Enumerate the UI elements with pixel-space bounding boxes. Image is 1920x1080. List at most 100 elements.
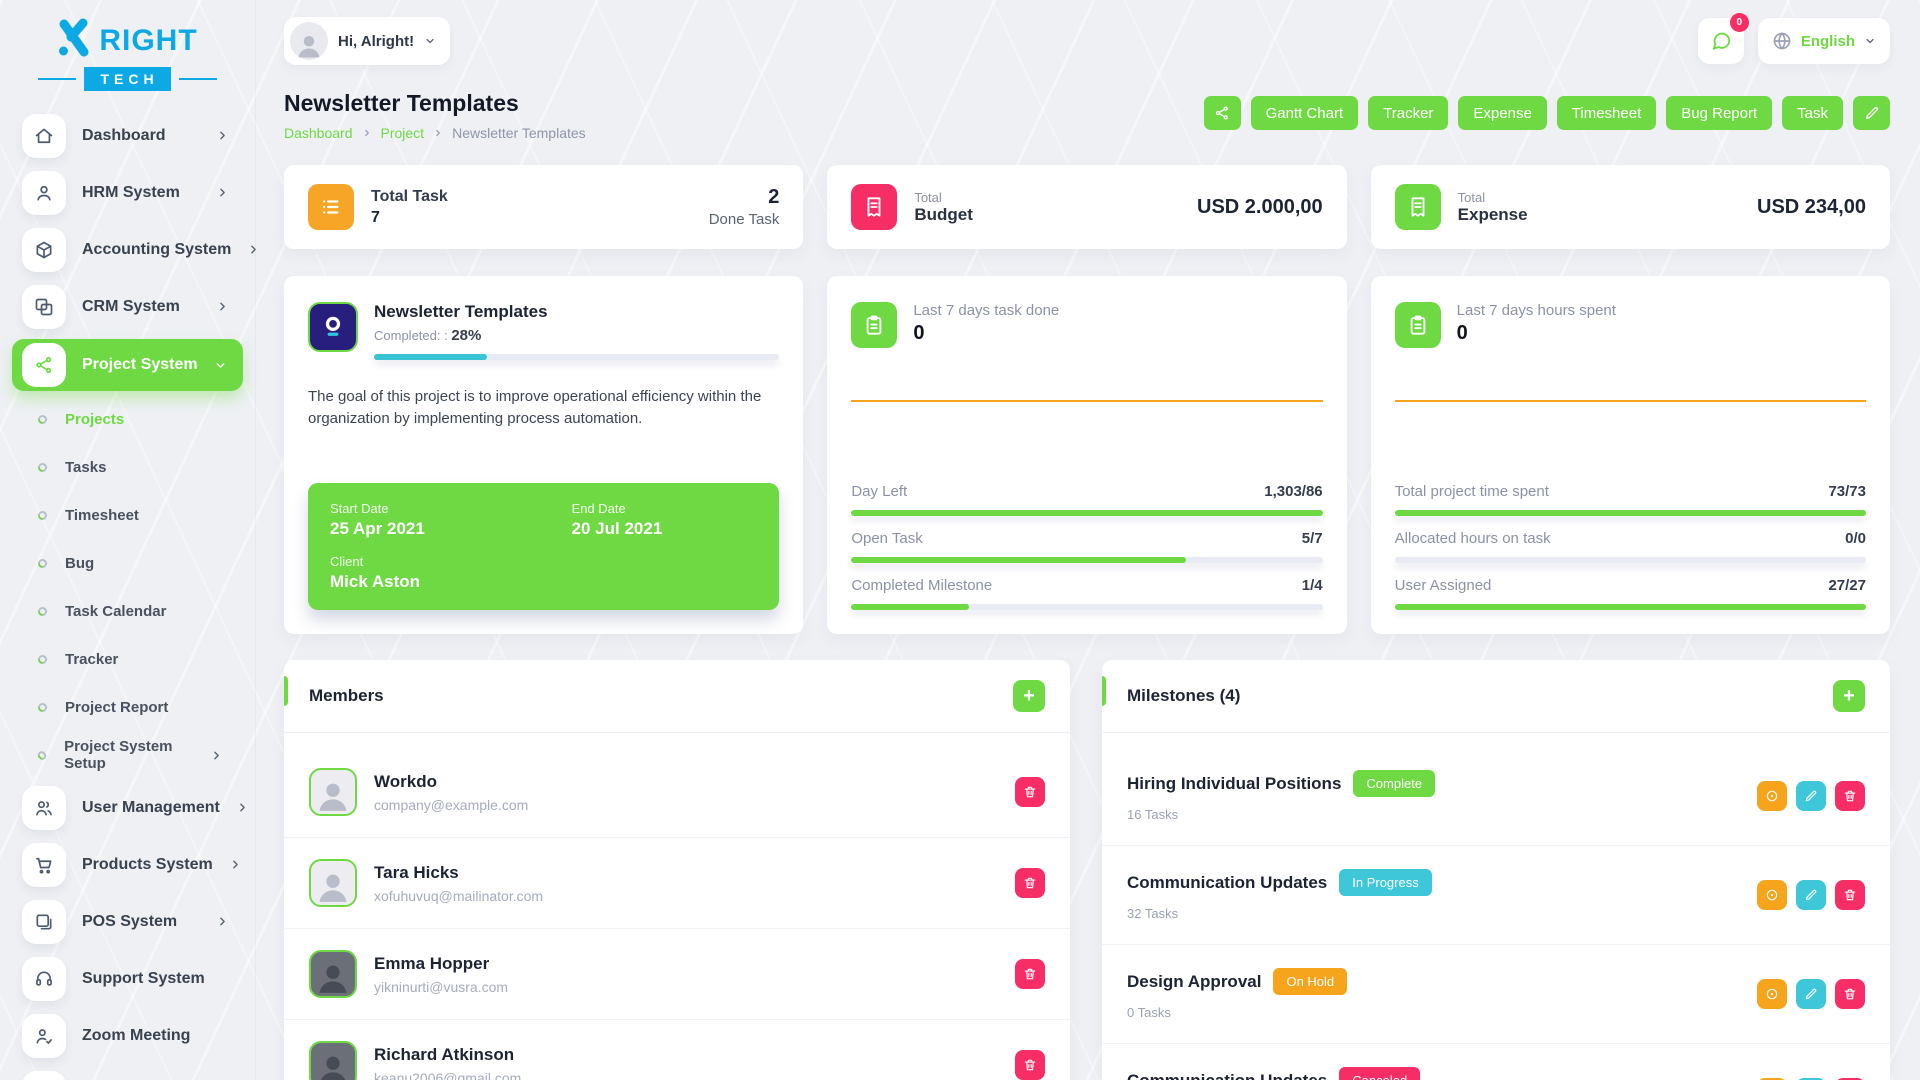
progress-label: Total project time spent: [1394, 483, 1549, 500]
total-task-card: Total Task 7 2 Done Task: [284, 165, 804, 249]
sidebar-item-zoom-meeting[interactable]: Zoom Meeting: [0, 1007, 255, 1064]
view-milestone-button[interactable]: [1757, 1078, 1787, 1080]
bug-report-button[interactable]: Bug Report: [1666, 96, 1773, 130]
milestone-actions: [1757, 781, 1865, 811]
sidebar-menu: Dashboard HRM System Accounting System C…: [0, 107, 257, 1080]
breadcrumb-project[interactable]: Project: [380, 125, 425, 141]
progress-row: Day Left 1,303/86: [851, 483, 1323, 516]
page-actions: Gantt Chart Tracker Expense Timesheet Bu…: [1203, 96, 1890, 130]
done-task-label: Done Task: [708, 211, 780, 228]
task-button[interactable]: Task: [1782, 96, 1843, 130]
sidebar-item-dashboard[interactable]: Dashboard: [0, 107, 255, 164]
project-head: Newsletter Templates Completed: : 28%: [308, 302, 780, 360]
view-milestone-button[interactable]: [1757, 979, 1787, 1009]
share-button[interactable]: [1203, 96, 1241, 130]
delete-member-button[interactable]: [1015, 959, 1045, 989]
view-milestone-button[interactable]: [1757, 880, 1787, 910]
sidebar-subitem-label: Projects: [65, 410, 125, 428]
sidebar-item-accounting-system[interactable]: Accounting System: [0, 221, 257, 278]
bottom-row: Members + Workdo company@example.com: [284, 660, 1890, 1080]
member-avatar: [309, 1041, 357, 1080]
edit-milestone-button[interactable]: [1796, 781, 1826, 811]
project-dates-panel: Start Date 25 Apr 2021 End Date 20 Jul 2…: [308, 483, 780, 610]
member-row: Emma Hopper yikninurti@vusra.com: [284, 929, 1070, 1020]
sidebar-item-messenger[interactable]: Messenger: [0, 1064, 255, 1080]
budget-label: Budget: [914, 204, 973, 224]
delete-milestone-button[interactable]: [1835, 880, 1865, 910]
topbar-right: 0 English: [1697, 13, 1890, 64]
user-menu[interactable]: Hi, Alright!: [284, 17, 451, 65]
sidebar-item-project-system[interactable]: Project System: [12, 339, 243, 391]
page-header-left: Newsletter Templates Dashboard Project N…: [284, 90, 586, 141]
end-date-value: 20 Jul 2021: [571, 519, 663, 538]
brand-logo[interactable]: RIGHT: [0, 18, 255, 63]
sidebar-subitem-task-calendar[interactable]: Task Calendar: [0, 587, 255, 635]
sidebar-subitem-tracker[interactable]: Tracker: [0, 635, 255, 683]
topbar: Hi, Alright! 0 English: [284, 12, 1890, 70]
bullet-icon: [36, 700, 49, 714]
sidebar-subitem-bug[interactable]: Bug: [0, 539, 255, 587]
sidebar-item-label: Products System: [82, 855, 213, 873]
sidebar-subitem-project-system-setup[interactable]: Project System Setup: [0, 731, 255, 779]
total-expense-info: Total Expense: [1458, 190, 1528, 225]
progress-row: Open Task 5/7: [851, 530, 1323, 563]
timesheet-button[interactable]: Timesheet: [1556, 96, 1657, 130]
sidebar-subitem-project-report[interactable]: Project Report: [0, 683, 255, 731]
language-label: English: [1800, 32, 1855, 50]
stats-row: Total Task 7 2 Done Task Total Budget US…: [284, 165, 1890, 249]
sidebar-item-crm-system[interactable]: CRM System: [0, 278, 255, 335]
project-title: Newsletter Templates: [374, 302, 548, 321]
edit-milestone-button[interactable]: [1796, 880, 1826, 910]
headset-icon: [22, 956, 66, 1001]
gantt-chart-button[interactable]: Gantt Chart: [1250, 96, 1359, 130]
delete-milestone-button[interactable]: [1835, 1078, 1865, 1080]
layers-icon: [22, 284, 66, 329]
expense-button[interactable]: Expense: [1458, 96, 1547, 130]
chevron-right-icon: [216, 129, 229, 142]
tracker-button[interactable]: Tracker: [1368, 96, 1449, 130]
delete-milestone-button[interactable]: [1835, 781, 1865, 811]
bullet-icon: [36, 652, 49, 666]
task-list-icon: [308, 184, 354, 230]
edit-project-button[interactable]: [1853, 96, 1890, 130]
progress-row: Total project time spent 73/73: [1394, 483, 1866, 516]
bullet-icon: [36, 604, 49, 618]
member-name: Tara Hicks: [374, 862, 459, 882]
breadcrumb-dashboard[interactable]: Dashboard: [284, 125, 353, 141]
breadcrumb: Dashboard Project Newsletter Templates: [284, 125, 586, 141]
sidebar-item-support-system[interactable]: Support System: [0, 950, 255, 1007]
invoice-icon: [1394, 184, 1441, 230]
messages-button[interactable]: 0: [1697, 13, 1749, 64]
sidebar-subitem-timesheet[interactable]: Timesheet: [0, 491, 255, 539]
sidebar-item-label: Support System: [82, 969, 205, 987]
sidebar-item-products-system[interactable]: Products System: [0, 836, 255, 893]
cart-icon: [22, 842, 66, 887]
bullet-icon: [36, 508, 49, 522]
sidebar-subitem-projects[interactable]: Projects: [0, 395, 255, 443]
language-selector[interactable]: English: [1757, 18, 1890, 64]
add-member-button[interactable]: +: [1013, 680, 1045, 712]
delete-member-button[interactable]: [1015, 1050, 1045, 1080]
sidebar-item-pos-system[interactable]: POS System: [0, 893, 255, 950]
delete-member-button[interactable]: [1015, 777, 1045, 807]
sidebar-subitem-tasks[interactable]: Tasks: [0, 443, 255, 491]
completed-progress-track: [374, 354, 780, 360]
delete-milestone-button[interactable]: [1835, 979, 1865, 1009]
sidebar-item-user-management[interactable]: User Management: [0, 779, 255, 836]
member-row: Tara Hicks xofuhuvuq@mailinator.com: [284, 838, 1070, 929]
delete-member-button[interactable]: [1015, 868, 1045, 898]
task-done-card: Last 7 days task done 0 Day Left 1,303/86…: [827, 276, 1347, 634]
chevron-down-icon: [424, 35, 436, 47]
sidebar-item-hrm-system[interactable]: HRM System: [0, 164, 255, 221]
milestones-card: Milestones (4) + Hiring Individual Posit…: [1102, 660, 1890, 1080]
add-milestone-button[interactable]: +: [1833, 680, 1865, 712]
overview-row: Newsletter Templates Completed: : 28% Th…: [284, 276, 1890, 634]
chevron-right-icon: [433, 128, 443, 138]
edit-milestone-button[interactable]: [1796, 1078, 1826, 1080]
edit-milestone-button[interactable]: [1796, 979, 1826, 1009]
sidebar-subitem-label: Timesheet: [65, 506, 139, 524]
task-done-label: Last 7 days task done: [913, 302, 1060, 319]
view-milestone-button[interactable]: [1757, 781, 1787, 811]
hours-spent-head: Last 7 days hours spent 0: [1394, 302, 1866, 348]
milestones-list: Hiring Individual Positions Complete 16 …: [1102, 733, 1890, 1080]
